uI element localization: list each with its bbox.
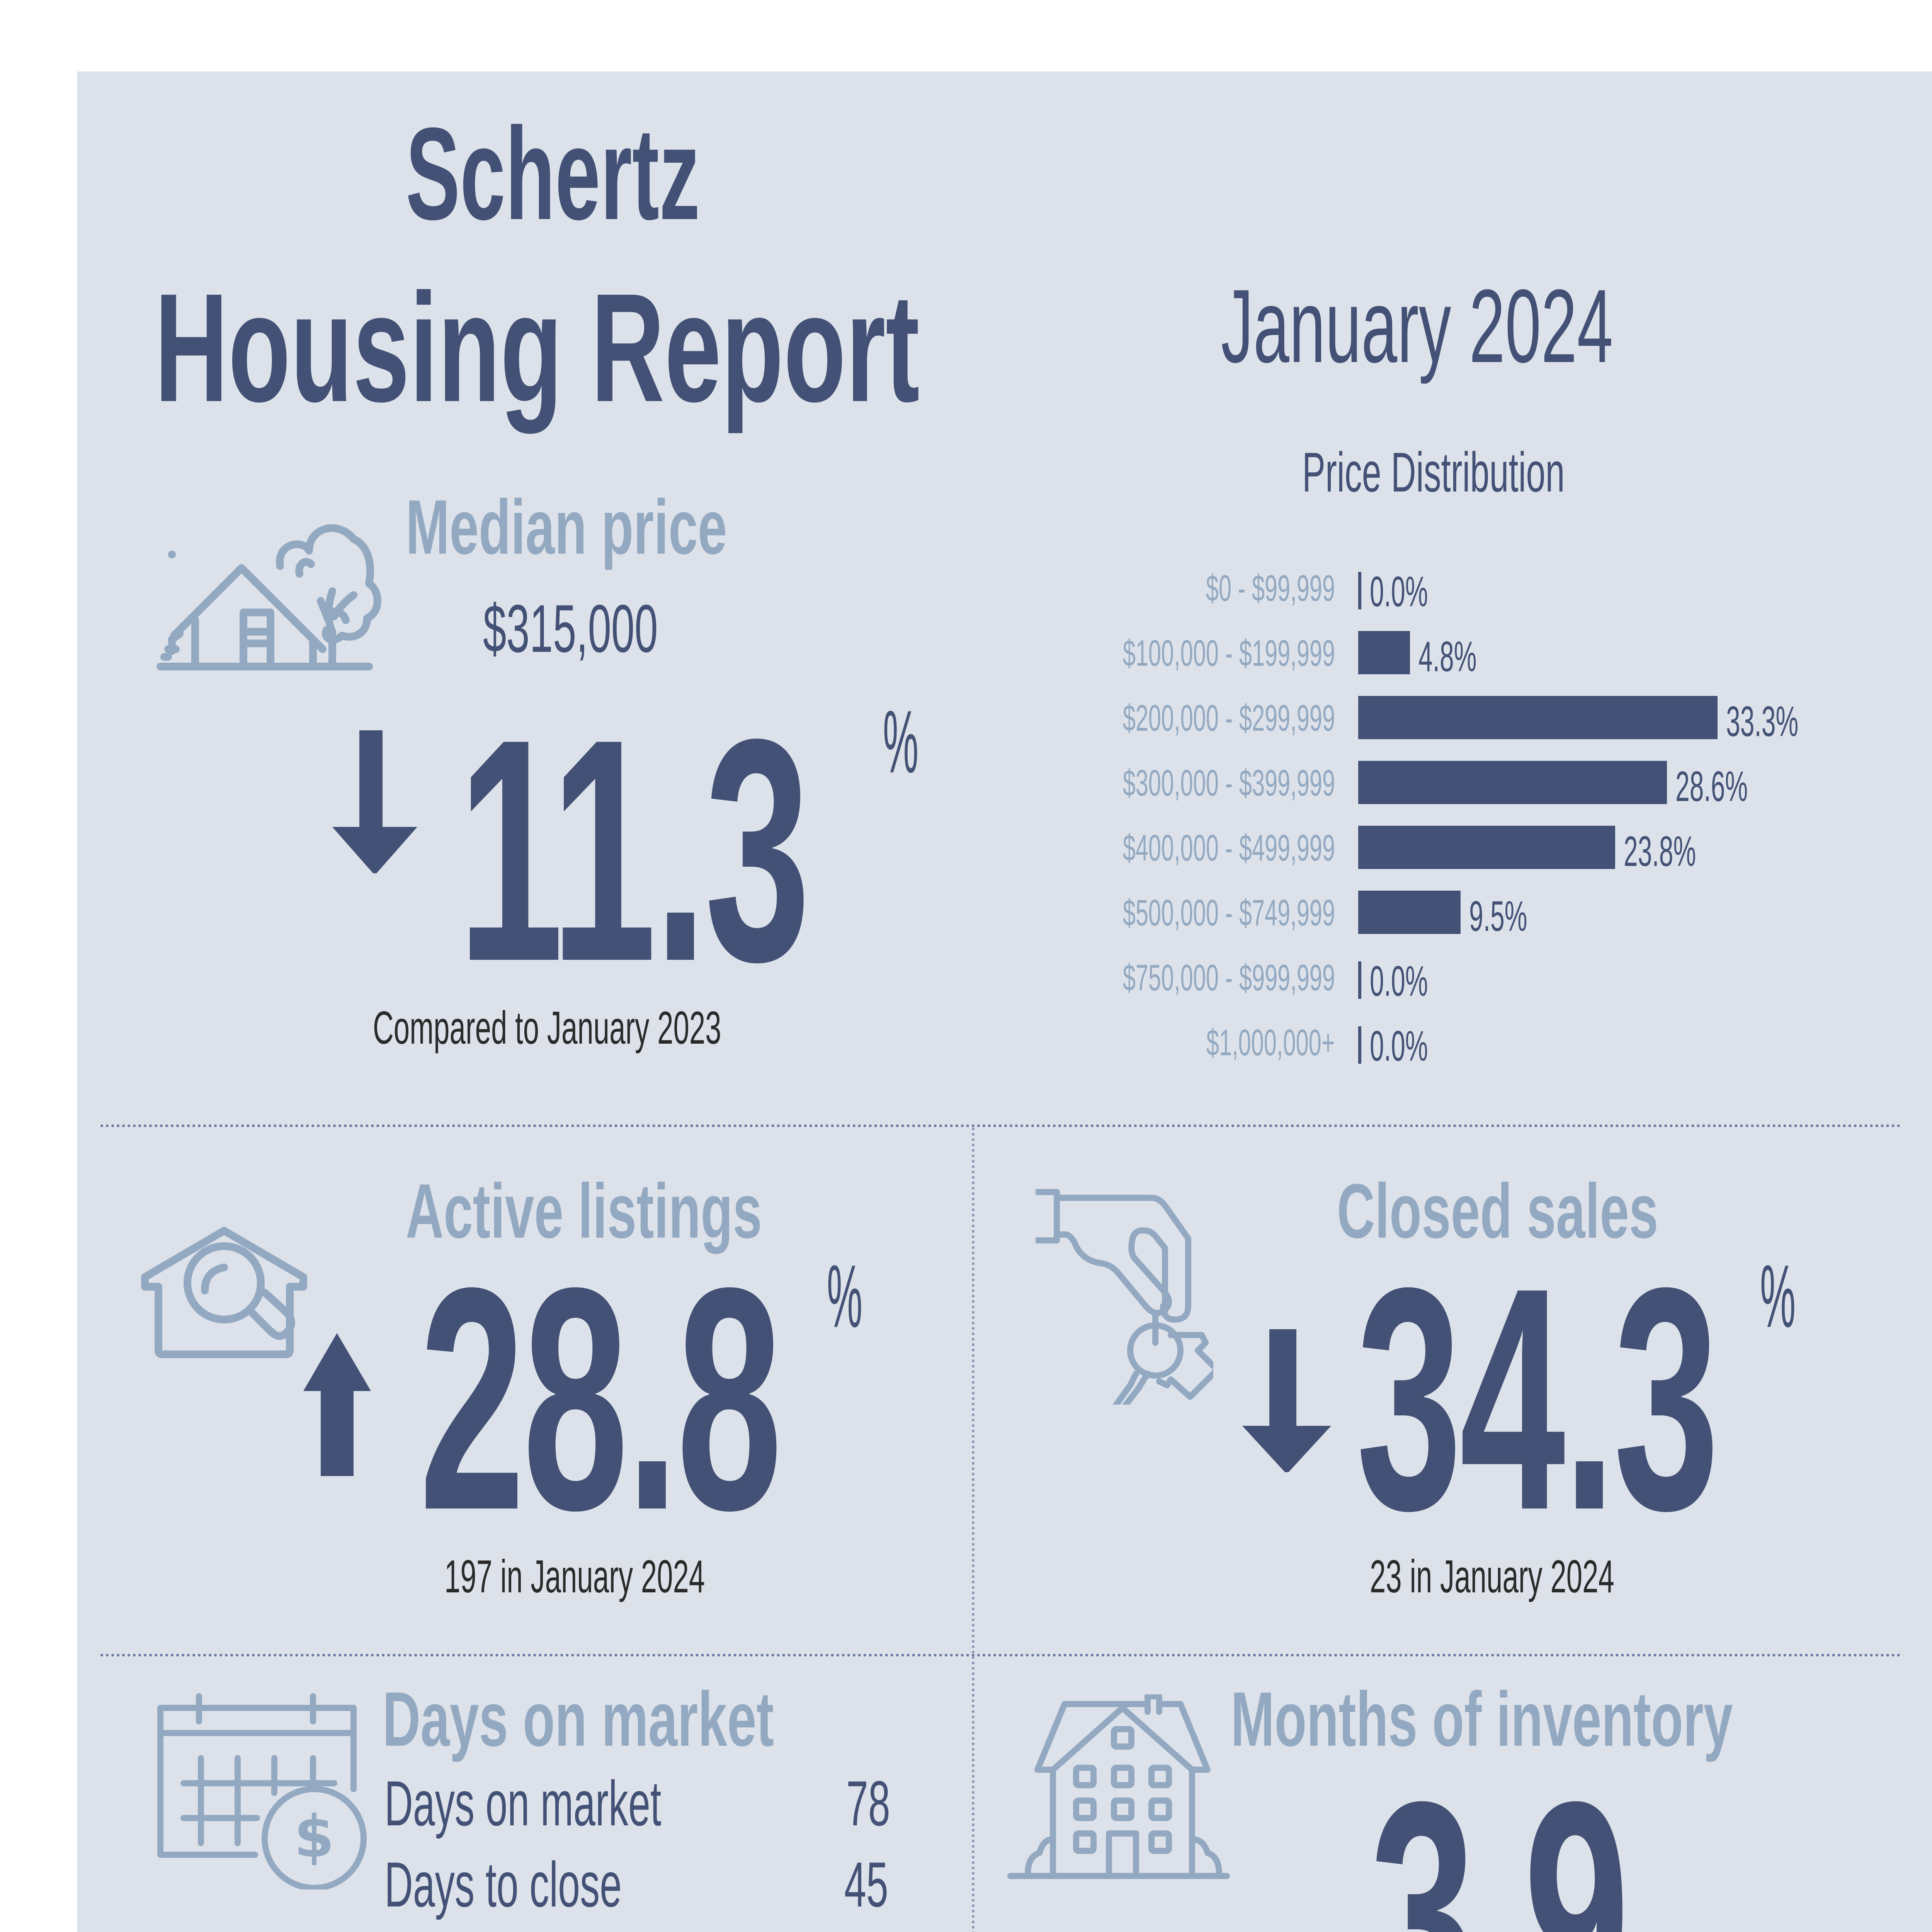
dom-row-value: 78 <box>846 1772 917 1835</box>
median-price-change: 11.3 <box>458 692 1042 1009</box>
calendar-dollar-icon: $ <box>157 1693 367 1889</box>
median-price-heading: Median price <box>406 489 878 566</box>
hand-with-keys-icon <box>1036 1189 1213 1405</box>
months-inventory-heading: Months of inventory <box>1231 1681 1932 1758</box>
apartment-building-icon <box>1007 1694 1230 1879</box>
bar-value-label: 28.6% <box>1675 763 1748 810</box>
section-divider-horizontal <box>100 1124 1901 1127</box>
bar <box>1358 891 1461 934</box>
section-divider-horizontal <box>100 1654 1901 1656</box>
bar-value-label: 4.8% <box>1418 633 1477 680</box>
chart-title: Price Distribution <box>1302 444 1726 500</box>
dom-row-value-text: 78 <box>846 1768 890 1839</box>
bar-value-label: 0.0% <box>1370 568 1428 616</box>
bar <box>1358 1026 1361 1064</box>
city-title: Schertz <box>406 108 880 240</box>
bar-value-label: 23.8% <box>1623 828 1696 875</box>
arrow-down-icon <box>332 730 417 873</box>
active-listings-heading: Active listings <box>406 1173 930 1250</box>
closed-sales-change: 34.3 <box>1356 1240 1932 1557</box>
dom-row-value-text: 45 <box>844 1849 888 1920</box>
bar-value-label: 9.5% <box>1469 893 1527 940</box>
house-search-icon <box>141 1227 307 1358</box>
bar-category-label: $1,000,000+ <box>1206 1022 1335 1063</box>
dom-row-label: Days on market <box>384 1772 831 1835</box>
bar <box>1358 696 1718 739</box>
dom-row-label-text: Days on market <box>384 1768 662 1839</box>
median-price-comparison-text: Compared to January 2023 <box>373 1002 721 1054</box>
bar <box>1358 961 1361 999</box>
arrow-up-icon <box>303 1333 371 1476</box>
bar-category-label: $200,000 - $299,999 <box>1122 697 1335 739</box>
closed-sales-change-unit: % <box>1760 1252 1839 1341</box>
report-panel <box>77 71 1932 1932</box>
svg-text:$: $ <box>294 1803 334 1871</box>
city-title-text: Schertz <box>406 100 700 247</box>
bar-category-label: $400,000 - $499,999 <box>1122 827 1335 869</box>
bar-category-label: $0 - $99,999 <box>1206 568 1335 609</box>
bar <box>1358 826 1615 869</box>
median-price-heading-text: Median price <box>406 484 727 570</box>
median-price-change-unit-text: % <box>883 692 919 791</box>
median-price-comparison: Compared to January 2023 <box>373 1005 935 1051</box>
chart-title-text: Price Distribution <box>1302 441 1565 503</box>
dom-row-value: 45 <box>844 1853 915 1917</box>
active-listings-heading-text: Active listings <box>406 1168 762 1254</box>
months-inventory-heading-text: Months of inventory <box>1231 1676 1733 1762</box>
median-price-value-text: $315,000 <box>483 591 658 667</box>
active-listings-change-unit-text: % <box>827 1247 863 1346</box>
median-price-value: $315,000 <box>483 595 765 663</box>
bar <box>1358 631 1410 674</box>
closed-sales-change-unit-text: % <box>1760 1247 1796 1346</box>
active-listings-detail-text: 197 in January 2024 <box>444 1551 705 1602</box>
closed-sales-detail-text: 23 in January 2024 <box>1370 1551 1614 1602</box>
months-inventory-value: 3.9 <box>1370 1754 1799 1932</box>
median-price-change-text: 11.3 <box>458 673 810 1027</box>
report-period-text: January 2024 <box>1221 268 1613 384</box>
days-on-market-heading-text: Days on market <box>383 1676 774 1762</box>
active-listings-change-unit: % <box>827 1252 906 1341</box>
bar-category-label: $750,000 - $999,999 <box>1122 957 1335 998</box>
bar-value-label: 33.3% <box>1726 698 1799 745</box>
closed-sales-heading-text: Closed sales <box>1337 1168 1658 1254</box>
arrow-down-icon <box>1242 1329 1331 1472</box>
active-listings-change: 28.8 <box>419 1240 1020 1557</box>
closed-sales-heading: Closed sales <box>1337 1173 1810 1250</box>
bar-category-label: $500,000 - $749,999 <box>1122 892 1335 934</box>
active-listings-change-text: 28.8 <box>419 1222 782 1576</box>
section-divider-vertical <box>972 1128 975 1932</box>
dom-row-label-text: Days to close <box>384 1849 622 1920</box>
house-with-tree-icon <box>156 524 381 670</box>
days-on-market-heading: Days on market <box>383 1681 958 1758</box>
bar <box>1358 572 1361 609</box>
active-listings-detail: 197 in January 2024 <box>444 1553 865 1600</box>
report-title: Housing Report <box>155 270 1314 425</box>
closed-sales-change-text: 34.3 <box>1356 1222 1719 1576</box>
report-title-text: Housing Report <box>155 261 920 434</box>
closed-sales-detail: 23 in January 2024 <box>1370 1553 1764 1600</box>
bar-category-label: $100,000 - $199,999 <box>1122 633 1335 674</box>
bar <box>1358 761 1667 804</box>
bar-value-label: 0.0% <box>1370 1022 1428 1070</box>
months-inventory-value-text: 3.9 <box>1370 1736 1629 1932</box>
bar-value-label: 0.0% <box>1370 957 1428 1005</box>
report-period: January 2024 <box>1221 274 1853 379</box>
dom-row-label: Days to close <box>384 1853 767 1917</box>
median-price-change-unit: % <box>883 697 962 786</box>
bar-category-label: $300,000 - $399,999 <box>1122 762 1335 804</box>
